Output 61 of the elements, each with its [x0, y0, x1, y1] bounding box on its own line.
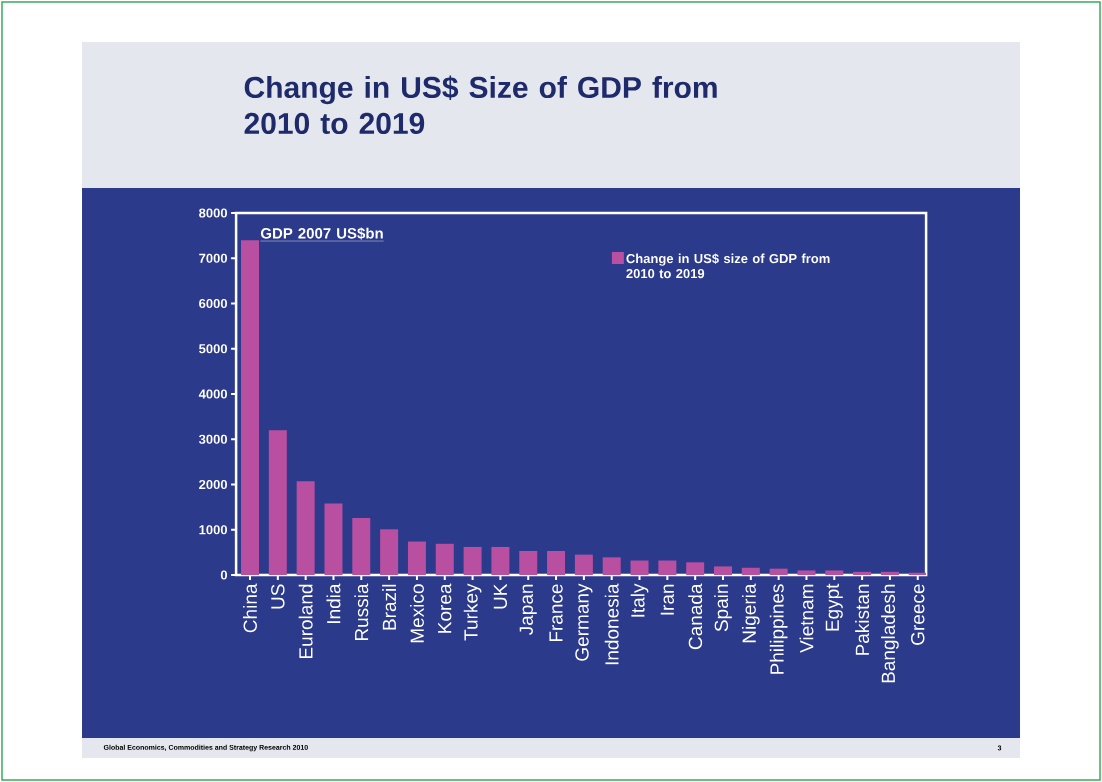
bar [407, 541, 426, 575]
bar [741, 567, 760, 575]
bar [324, 503, 343, 575]
x-tick-label: Euroland [298, 584, 313, 659]
x-tick-label: Greece [911, 584, 925, 645]
x-tick-label: Italy [630, 583, 649, 617]
bar [602, 557, 621, 575]
x-tick-label: Russia [354, 583, 369, 641]
y-tick-label: 3000 [198, 434, 228, 444]
legend-label: Change in US$ size of GDP from 2010 to 2019 [626, 253, 830, 279]
x-tick-label: Iran [660, 584, 674, 615]
bar [380, 529, 399, 575]
y-tick-label: 8000 [199, 208, 228, 218]
chart-title: Change in US$ Size of GDP from 2010 to 2019 [244, 75, 717, 135]
bar [880, 571, 899, 575]
bar [713, 566, 732, 575]
y-tick-label: 1000 [199, 525, 228, 535]
y-tick-label: 4000 [198, 389, 228, 399]
bar [853, 571, 872, 575]
x-tick-label: Mexico [409, 584, 424, 643]
x-tick-label: Spain [714, 584, 732, 632]
annotation: GDP 2007 US$bn [260, 227, 383, 240]
bar [491, 546, 510, 575]
y-tick-label: 6000 [199, 298, 228, 309]
bar [686, 562, 705, 575]
bar [519, 551, 538, 575]
y-tick-label: 5000 [199, 344, 228, 354]
x-tick-label: Egypt [825, 583, 843, 631]
x-tick-label: Turkey [463, 583, 482, 641]
bar [268, 430, 287, 575]
y-tick-label: 0 [220, 570, 228, 580]
x-tick-label: Korea [438, 583, 452, 633]
y-tick-label: 2000 [199, 479, 228, 490]
x-tick-label: China [243, 583, 257, 633]
bar [574, 554, 593, 575]
bar [797, 570, 816, 575]
x-tick-label: Vietnam [799, 584, 814, 653]
x-tick-label: India [326, 583, 341, 623]
x-tick-label: Germany [575, 583, 593, 661]
x-tick-label: Japan [519, 584, 537, 635]
bar [463, 546, 482, 575]
x-tick-label: UK [493, 583, 508, 609]
x-tick-label: Brazil [382, 584, 397, 630]
bar [769, 568, 788, 575]
bar [825, 570, 844, 575]
y-tick-label: 7000 [199, 253, 228, 263]
bar [435, 543, 454, 575]
x-tick-label: Indonesia [604, 583, 619, 665]
bar [241, 240, 259, 575]
x-tick-label: Nigeria [741, 583, 760, 643]
bar [658, 560, 677, 575]
bar [547, 551, 566, 575]
x-tick-label: France [549, 584, 563, 642]
bar [352, 517, 371, 575]
x-tick-label: Pakistan [855, 584, 870, 655]
x-tick-label: Philippines [769, 584, 788, 674]
x-tick-label: Canada [688, 583, 703, 650]
bar [630, 560, 649, 575]
bar [296, 481, 315, 575]
x-tick-label: US [271, 584, 285, 609]
x-tick-label: Bangladesh [881, 584, 899, 683]
